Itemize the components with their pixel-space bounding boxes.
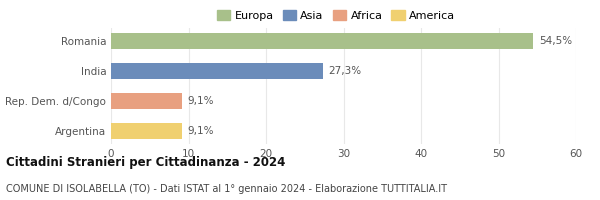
Text: 9,1%: 9,1% [187,96,214,106]
Legend: Europa, Asia, Africa, America: Europa, Asia, Africa, America [215,8,457,23]
Bar [111,63,323,79]
Bar [111,123,182,139]
Text: COMUNE DI ISOLABELLA (TO) - Dati ISTAT al 1° gennaio 2024 - Elaborazione TUTTITA: COMUNE DI ISOLABELLA (TO) - Dati ISTAT a… [6,184,447,194]
Text: Cittadini Stranieri per Cittadinanza - 2024: Cittadini Stranieri per Cittadinanza - 2… [6,156,286,169]
Text: 54,5%: 54,5% [539,36,572,46]
Text: 9,1%: 9,1% [187,126,214,136]
Bar [111,93,182,109]
Text: 27,3%: 27,3% [328,66,361,76]
Bar [111,33,533,49]
